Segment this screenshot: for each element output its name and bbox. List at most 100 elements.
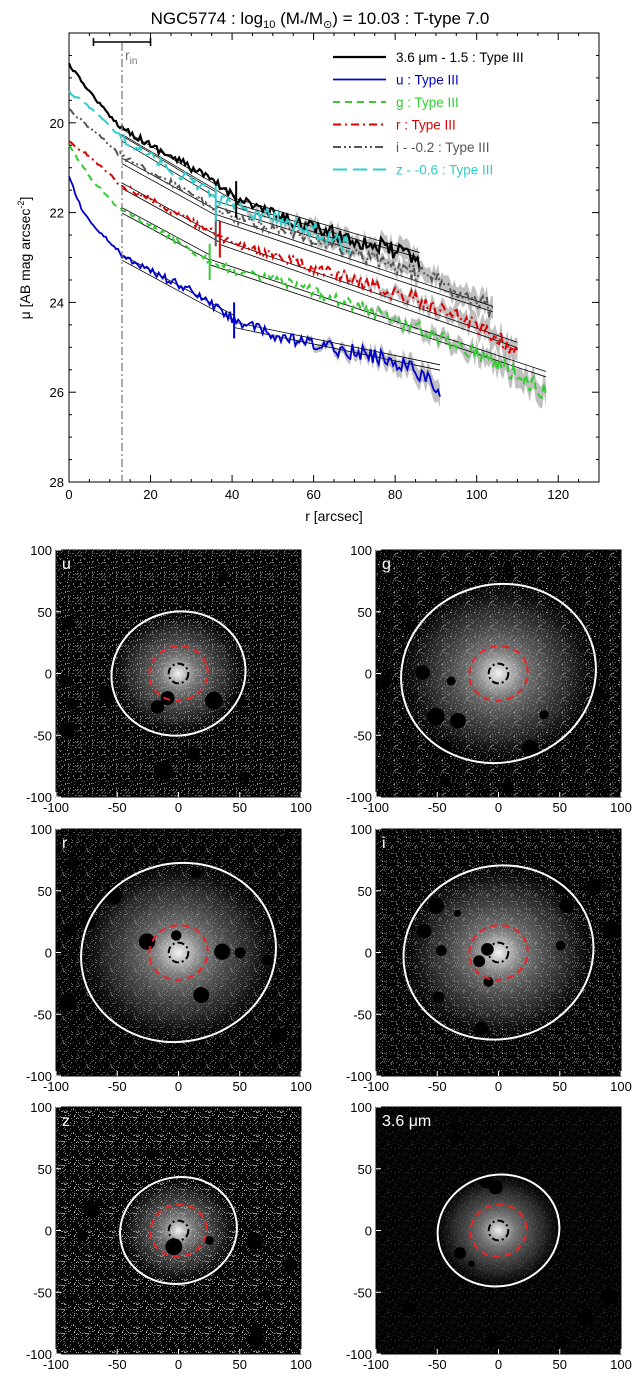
fit-line	[215, 219, 494, 313]
galaxy-glow	[398, 861, 599, 1044]
masked-star	[252, 1142, 260, 1150]
outer-ellipse	[402, 864, 595, 1041]
image-panel: g -100 -50 0 50 100 -100 -50 0 50 100	[346, 543, 632, 815]
panel-x-tick-label: 100	[610, 1357, 632, 1372]
profile-curves	[67, 62, 547, 400]
masked-star	[58, 722, 75, 738]
panel-x-tick-label: 100	[290, 1079, 312, 1094]
fit-line	[219, 244, 518, 349]
masked-star	[214, 943, 231, 960]
masked-star	[262, 1289, 271, 1298]
inner-ellipse	[487, 1219, 510, 1242]
masked-star	[603, 920, 621, 939]
panel-y-tick-label: -100	[346, 1347, 372, 1362]
x-tick-label: 60	[306, 487, 320, 502]
masked-star	[599, 1262, 607, 1270]
masked-star	[600, 1287, 617, 1304]
rin-label: rin	[125, 47, 137, 67]
y-tick-label: 28	[50, 475, 64, 490]
masked-star	[165, 1238, 183, 1256]
outer-ellipse	[110, 610, 247, 737]
panel-x-tick-label: -50	[108, 800, 127, 815]
masked-star	[522, 739, 539, 757]
panel-x-tick-label: 50	[553, 1357, 567, 1372]
inner-ellipse	[167, 662, 190, 685]
panel-x-tick-label: -100	[363, 800, 389, 815]
y-tick-label: 22	[50, 206, 64, 221]
masked-star	[64, 1296, 74, 1306]
fit-line	[234, 321, 441, 366]
panel-y-tick-label: 50	[38, 884, 52, 899]
masked-star	[149, 1149, 157, 1157]
profile-curve-4	[68, 107, 493, 318]
panel-y-tick-label: 0	[365, 667, 372, 682]
panel-y-tick-label: -50	[353, 1285, 372, 1300]
image-panels: u -100 -50 0 50 100 -100 -50 0 50 100 g -100 -50 0 50 10…	[26, 543, 632, 1372]
masked-star	[269, 1027, 287, 1044]
masked-star	[586, 878, 603, 895]
masked-star	[278, 836, 286, 845]
panel-x-tick-label: 100	[290, 800, 312, 815]
masked-star	[63, 922, 77, 937]
masked-star	[555, 940, 566, 951]
masked-star	[82, 1200, 100, 1218]
masked-star	[261, 954, 273, 966]
masked-star	[250, 1325, 264, 1338]
panel-y-tick-label: 100	[30, 1100, 52, 1115]
y-tick-label: 20	[50, 116, 64, 131]
masked-star	[486, 1333, 500, 1348]
panel-x-tick-label: -100	[363, 1079, 389, 1094]
panel-y-tick-label: 0	[365, 946, 372, 961]
break-ellipse	[148, 645, 209, 702]
image-panel: u -100 -50 0 50 100 -100 -50 0 50 100	[26, 543, 312, 815]
x-tick-label: 20	[143, 487, 157, 502]
y-tick-label: 24	[50, 295, 64, 310]
panel-x-tick-label: -50	[428, 1079, 447, 1094]
profile-curve-0	[67, 62, 421, 270]
masked-star	[160, 691, 175, 706]
panel-y-tick-label: 100	[350, 822, 372, 837]
break-ellipse	[469, 1203, 528, 1258]
profile-curve-1	[68, 175, 441, 397]
panel-x-tick-label: 50	[553, 800, 567, 815]
masked-star	[450, 1121, 461, 1132]
panel-y-tick-label: -100	[26, 790, 52, 805]
masked-star	[473, 955, 486, 968]
panel-x-tick-label: 0	[175, 800, 182, 815]
masked-star	[539, 710, 549, 720]
chart-title: NGC5774 : log10 (M*/M⊙) = 10.03 : T-type…	[151, 9, 490, 31]
x-tick-label: 100	[466, 487, 488, 502]
panel-x-tick-label: 0	[175, 1357, 182, 1372]
masked-star	[446, 676, 456, 686]
image-panel: r -100 -50 0 50 100 -100 -50 0 50 100	[26, 822, 312, 1094]
break-ellipse	[149, 1203, 208, 1258]
panel-x-tick-label: 100	[290, 1357, 312, 1372]
masked-star	[283, 1257, 297, 1271]
panel-y-tick-label: 50	[38, 1162, 52, 1177]
masked-star	[440, 776, 451, 787]
masked-star	[190, 868, 201, 879]
x-axis-label: r [arcsec]	[305, 508, 363, 524]
masked-star	[400, 1301, 416, 1317]
panel-label: r	[62, 835, 68, 852]
profile-plot: rin 0 20 40 60 80 100 120 20 22 24 26 28 r [arcsec…	[16, 32, 600, 524]
outer-ellipse	[80, 861, 277, 1044]
x-tick-label: 80	[388, 487, 402, 502]
masked-star	[204, 691, 223, 710]
fit-line	[121, 188, 221, 243]
panel-y-tick-label: 100	[30, 543, 52, 558]
masked-star	[553, 879, 569, 895]
panel-y-tick-label: 100	[350, 1100, 372, 1115]
panel-x-tick-label: -50	[108, 1079, 127, 1094]
fit-line	[121, 207, 210, 256]
panel-x-tick-label: 50	[233, 800, 247, 815]
panel-x-tick-label: 0	[495, 1079, 502, 1094]
masked-star	[454, 1247, 466, 1260]
masked-star	[559, 897, 575, 913]
masked-star	[248, 1333, 264, 1349]
masked-star	[401, 604, 410, 613]
galaxy-glow	[434, 1172, 563, 1289]
panel-y-tick-label: 50	[358, 605, 372, 620]
fit-line	[121, 134, 237, 203]
panel-x-tick-label: -50	[428, 800, 447, 815]
